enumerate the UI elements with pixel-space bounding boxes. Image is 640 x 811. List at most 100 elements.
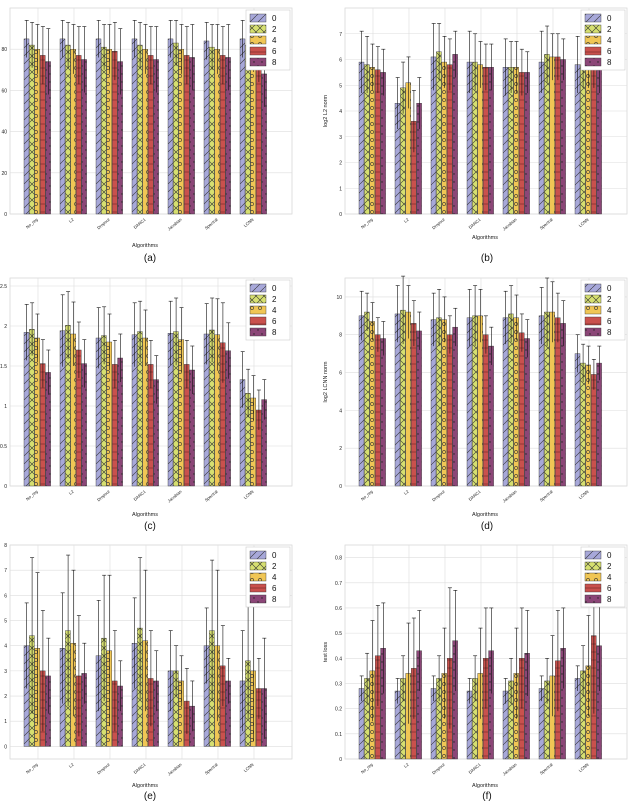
x-tick-label: L2 xyxy=(68,217,75,224)
y-tick-label: 0.3 xyxy=(335,681,342,687)
bar-b-LCNN-6 xyxy=(591,67,597,215)
y-tick-label: 7 xyxy=(339,32,342,38)
x-tick-label: Dropout xyxy=(96,216,111,230)
x-tick-label: No_reg xyxy=(360,217,374,230)
caption: (d) xyxy=(481,521,493,532)
legend-label: 4 xyxy=(607,573,612,582)
caption: (c) xyxy=(144,521,156,532)
legend-label: 0 xyxy=(272,551,277,560)
x-axis-label: Algorithms xyxy=(132,783,158,789)
legend-swatch xyxy=(584,24,602,34)
y-tick-label: 8 xyxy=(339,333,342,339)
legend-label: 0 xyxy=(607,551,612,560)
legend-label: 4 xyxy=(607,306,612,315)
bar-d-LCNN-8 xyxy=(596,362,602,487)
x-tick-label: Jacobian xyxy=(502,762,519,777)
x-tick-label: LCNN xyxy=(578,217,590,228)
x-tick-label: Jacobian xyxy=(167,217,184,232)
y-tick-label: 6 xyxy=(339,371,342,377)
x-tick-label: Spectral xyxy=(204,217,219,231)
legend-label: 2 xyxy=(607,25,612,34)
bar-a-Jacobian-2 xyxy=(173,42,179,215)
legend-swatch xyxy=(584,283,602,293)
bar-a-LCNN-4 xyxy=(250,46,257,215)
x-tick-label: DARC1 xyxy=(133,489,148,502)
legend-label: 6 xyxy=(272,47,277,56)
x-tick-label: Jacobian xyxy=(502,217,519,232)
y-tick-label: 0 xyxy=(339,484,342,490)
y-tick-label: 20 xyxy=(1,171,7,177)
bar-d-L2-6 xyxy=(411,323,417,487)
x-tick-label: DARC1 xyxy=(133,762,148,775)
bar-a-No_reg-0 xyxy=(23,38,30,215)
bar-a-L2-0 xyxy=(59,38,66,215)
chart-panel-a: 020406080AccuraciesNo_regL2DropoutDARC1J… xyxy=(1,7,293,264)
legend-swatch xyxy=(249,305,267,315)
y-tick-label: 6 xyxy=(339,58,342,64)
legend-label: 6 xyxy=(607,317,612,326)
legend-label: 8 xyxy=(607,58,612,67)
y-tick-label: 3 xyxy=(339,135,342,141)
x-tick-label: L2 xyxy=(68,489,75,496)
legend-swatch xyxy=(249,35,267,45)
chart-panel-c: 00.511.522.5log2 DARC1 normNo_regL2Dropo… xyxy=(0,277,293,532)
x-tick-label: Dropout xyxy=(96,488,111,502)
y-axis-label: test loss xyxy=(323,642,329,662)
x-tick-label: Spectral xyxy=(204,489,219,503)
legend-swatch xyxy=(249,583,267,593)
x-tick-label: Spectral xyxy=(539,217,554,231)
x-tick-label: Spectral xyxy=(539,762,554,776)
bar-a-Dropout-0 xyxy=(95,38,102,215)
x-tick-label: L2 xyxy=(68,762,75,769)
bar-a-Jacobian-0 xyxy=(167,38,174,215)
chart-panel-d: 0 2 4 6 8 10 log2 LCNN norm No_reg L2 Dropout DARC… xyxy=(323,275,628,532)
legend-swatch xyxy=(249,550,267,560)
y-tick-label: 10 xyxy=(336,295,342,301)
x-axis-label: Algorithms xyxy=(472,235,498,241)
x-tick-label: LCNN xyxy=(578,489,590,500)
legend-swatch xyxy=(584,57,602,67)
legend-swatch xyxy=(584,46,602,56)
bar-b-Jacobian-8 xyxy=(524,72,530,215)
caption: (f) xyxy=(482,791,491,802)
legend-swatch xyxy=(584,305,602,315)
y-tick-label: 2 xyxy=(339,161,342,167)
x-tick-label: Spectral xyxy=(539,489,554,503)
x-tick-label: DARC1 xyxy=(468,762,483,775)
bar-d-Dropout-8 xyxy=(452,326,458,487)
bar-b-Spectral-6 xyxy=(555,56,561,215)
y-tick-label: 0.8 xyxy=(335,556,342,562)
bar-d-Jacobian-8 xyxy=(524,338,530,487)
y-tick-label: 2 xyxy=(4,324,7,330)
chart-panel-e: 012345678log2 Jacobian normNo_regL2Dropo… xyxy=(4,543,293,802)
y-tick-label: 0.1 xyxy=(335,732,342,738)
y-tick-label: 80 xyxy=(1,47,7,53)
y-tick-label: 0.6 xyxy=(335,606,342,612)
legend-swatch xyxy=(584,294,602,304)
bar-d-L2-8 xyxy=(416,330,422,487)
legend-swatch xyxy=(249,572,267,582)
legend-swatch xyxy=(584,572,602,582)
bar-d-LCNN-6 xyxy=(591,374,597,487)
legend-swatch xyxy=(249,316,267,326)
legend-label: 0 xyxy=(607,14,612,23)
legend-swatch xyxy=(249,283,267,293)
y-tick-label: 5 xyxy=(339,83,342,89)
bar-d-LCNN-0 xyxy=(574,353,581,487)
x-tick-label: LCNN xyxy=(243,489,255,500)
legend-label: 2 xyxy=(272,562,277,571)
x-tick-label: Dropout xyxy=(431,488,446,502)
legend-swatch xyxy=(584,13,602,23)
bar-d-Dropout-4 xyxy=(441,319,447,487)
caption: (b) xyxy=(481,253,493,264)
legend-label: 8 xyxy=(607,328,612,337)
y-tick-label: 4 xyxy=(339,109,342,115)
bar-d-Spectral-6 xyxy=(555,317,561,487)
legend-label: 0 xyxy=(272,14,277,23)
chart-panel-f: 0 0.1 0.2 0.3 0.4 0.5 0.6 0.7 0.8 test loss No_reg… xyxy=(323,544,628,802)
x-axis-label: Algorithms xyxy=(472,512,498,518)
y-tick-label: 0 xyxy=(339,757,342,763)
y-tick-label: 1 xyxy=(4,404,7,410)
y-tick-label: 0 xyxy=(4,212,7,218)
